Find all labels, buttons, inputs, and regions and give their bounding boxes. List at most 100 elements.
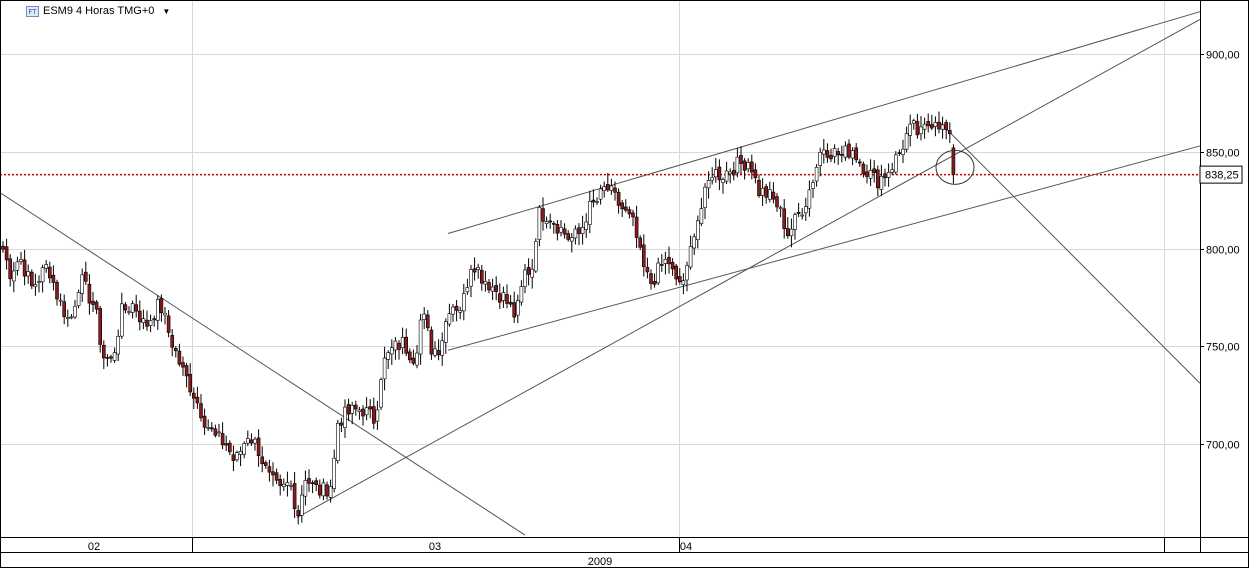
candle-body [228,442,232,453]
candle-body [310,482,315,485]
candle-body [163,313,167,316]
candle-body [422,313,427,320]
candle-body [544,221,549,224]
candle-body [947,130,952,135]
candle-body [443,321,448,343]
candle-body [123,304,128,311]
candle-body [839,154,844,156]
candle-body [944,122,949,130]
candle-body [688,246,693,268]
candle-body [631,212,635,218]
candle-body [202,415,207,428]
caret-down-icon[interactable]: ▼ [162,6,171,16]
candle-body [587,201,592,225]
candle-body [681,280,686,285]
candle-body [382,357,387,380]
candle-body [217,431,221,434]
candle-body [195,396,200,404]
candle-body [559,227,563,233]
candle-body [353,404,358,410]
candle-body [713,169,718,178]
candle-body [397,342,401,350]
candle-body [922,123,927,130]
candle-body [832,148,837,157]
ft-logo-icon: FT [26,5,39,17]
candle-body [951,147,956,175]
y-tick-label: 800,00 [1206,245,1240,257]
candles [1,111,956,525]
candle-body [699,208,704,224]
candle-body [350,404,355,414]
candle-body [652,281,657,285]
candle-body [847,143,851,158]
candle-body [87,283,92,304]
candle-body [915,121,920,136]
highlight-circle [935,149,975,185]
candle-body [728,171,733,175]
candle-body [764,186,769,198]
candle-body [825,150,830,158]
candle-body [58,299,63,302]
candle-body [854,147,859,161]
candle-body [127,311,131,313]
candle-body [278,479,283,487]
candle-body [872,168,877,173]
candle-body [908,123,913,136]
candle-body [404,336,409,354]
candle-body [771,191,776,200]
candle-body [263,462,268,466]
candle-body [19,259,23,262]
y-tick-label: 850,00 [1206,148,1240,160]
price-badge-box [1199,165,1243,184]
candle-body [29,271,34,287]
candle-body [332,457,337,489]
price-badge: 838,25 [1199,165,1243,184]
candle-body [105,357,110,359]
candle-body [742,160,747,171]
candle-body [386,352,391,360]
candle-body [109,356,113,359]
candle-body [649,273,653,284]
candle-body [22,259,27,277]
x-tick-label: 04 [680,541,692,553]
candle-body [418,319,423,355]
candle-body [829,155,833,160]
candle-body [371,406,376,424]
candle-body [677,276,682,283]
y-tick-label: 750,00 [1206,342,1240,354]
candle-body [84,271,88,282]
candle-body [818,152,823,166]
candle-body [112,352,117,361]
candle-body [206,427,210,429]
candle-body [760,187,765,196]
candle-body [638,237,643,248]
candle-body [634,216,639,238]
candle-body [256,437,261,456]
candle-body [156,299,160,321]
candle-body [12,270,16,282]
candle-body [850,150,855,159]
candle-body [361,408,365,417]
candle-body [134,304,138,312]
candle-body [645,267,650,273]
candle-body [926,121,931,127]
candle-body [537,207,542,240]
candle-body [289,485,293,487]
highlight-circle [935,149,975,185]
candle-body [465,287,470,293]
candle-body [285,482,290,486]
candle-body [429,329,434,355]
candle-body [901,148,905,155]
candle-body [181,362,185,368]
candle-body [767,189,772,200]
candle-body [497,293,502,303]
candle-body [562,228,567,235]
candle-body [260,456,265,465]
candle-body [213,428,218,436]
candle-body [505,294,509,304]
candle-body [573,228,578,239]
candle-body [44,264,49,269]
candle-body [692,236,697,249]
